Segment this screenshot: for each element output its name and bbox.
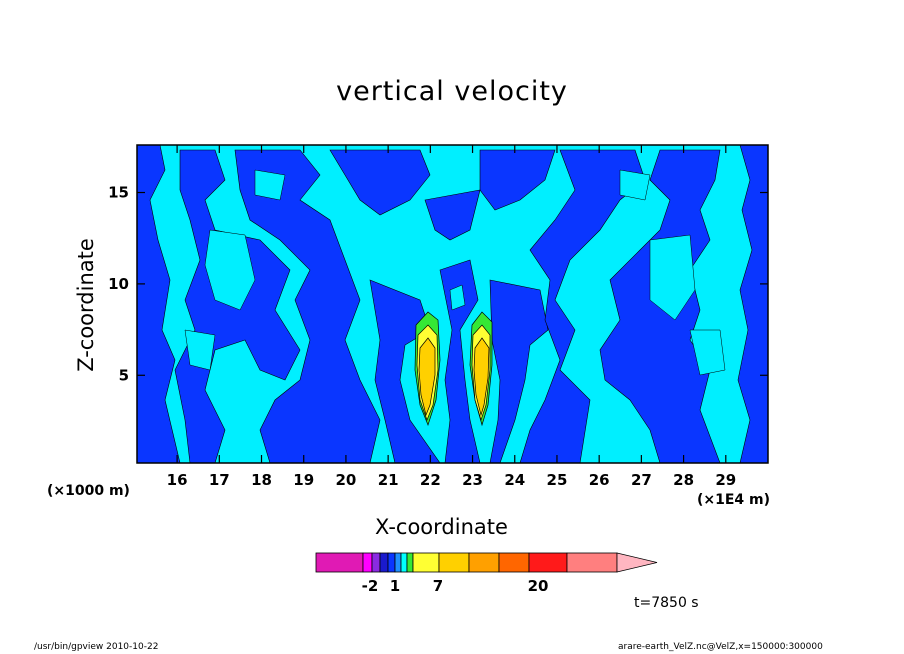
colorbar-segment	[566, 552, 618, 573]
chart-title: vertical velocity	[336, 76, 568, 107]
region-right-column	[737, 145, 768, 463]
colorbar-segment	[528, 552, 568, 573]
x-tick-label: 18	[251, 471, 272, 489]
updraft-columns	[414, 311, 493, 427]
colorbar-segment	[315, 552, 364, 573]
x-tick-label: 23	[462, 471, 483, 489]
updraft-right-core	[473, 337, 490, 417]
island-center-1	[449, 284, 466, 311]
colorbar-segment	[412, 552, 440, 573]
time-annotation: t=7850 s	[634, 595, 699, 611]
x-tick-label: 24	[504, 471, 525, 489]
region-top-center	[329, 149, 431, 216]
colorbar-label: -2	[362, 577, 379, 595]
x-tick-label: 17	[209, 471, 230, 489]
contour-field	[137, 145, 768, 463]
colorbar-label: 7	[433, 577, 443, 595]
colorbar-segment	[362, 552, 373, 573]
footer-left: /usr/bin/gpview 2010-10-22	[34, 642, 159, 652]
island-left-upper	[254, 169, 286, 201]
x-tick-label: 22	[420, 471, 441, 489]
colorbar-label: 1	[390, 577, 400, 595]
x-scale-note: (×1E4 m)	[697, 492, 771, 508]
region-upper-center	[424, 189, 481, 241]
y-tick-label: 15	[108, 184, 129, 202]
colorbar-segment	[468, 552, 500, 573]
x-tick-label: 27	[631, 471, 652, 489]
colorbar-segment	[371, 552, 381, 573]
x-tick-label: 16	[167, 471, 188, 489]
x-ticks: 16 17 18 19 20 21 22 23 24 25 26 27 28 29	[167, 145, 736, 489]
colorbar: -2 1 7 20	[315, 552, 658, 595]
x-axis-label: X-coordinate	[375, 515, 508, 539]
colorbar-segment	[438, 552, 470, 573]
x-tick-label: 26	[589, 471, 610, 489]
footer-right: arare-earth_VelZ.nc@VelZ,x=150000:300000	[618, 642, 823, 652]
colorbar-segment	[406, 552, 414, 573]
y-tick-label: 5	[119, 366, 129, 384]
island-right-2	[689, 329, 726, 376]
colorbar-segment	[498, 552, 530, 573]
colorbar-segment	[387, 552, 396, 573]
island-right-upper	[619, 169, 651, 201]
y-tick-label: 10	[108, 275, 129, 293]
updraft-left-core	[418, 337, 436, 417]
colorbar-segment	[394, 552, 402, 573]
colorbar-arrow	[616, 552, 658, 573]
region-left-center	[234, 149, 381, 463]
x-tick-label: 29	[715, 471, 736, 489]
x-tick-label: 19	[293, 471, 314, 489]
x-unit-note: (×1000 m)	[47, 483, 130, 499]
region-left-column	[137, 145, 181, 463]
colorbar-segment	[400, 552, 408, 573]
y-ticks: 5 10 15	[108, 184, 768, 384]
colorbar-label: 20	[528, 577, 549, 595]
island-left-1	[204, 229, 256, 311]
colorbar-segment	[379, 552, 389, 573]
region-right-center	[519, 149, 646, 463]
plot-frame	[136, 144, 769, 464]
x-tick-label: 21	[378, 471, 399, 489]
x-tick-label: 25	[547, 471, 568, 489]
island-left-2	[184, 329, 216, 371]
island-right-1	[649, 234, 696, 321]
region-center-mid	[439, 259, 481, 463]
x-tick-label: 20	[335, 471, 356, 489]
positive-islands	[184, 169, 726, 376]
x-tick-label: 28	[673, 471, 694, 489]
